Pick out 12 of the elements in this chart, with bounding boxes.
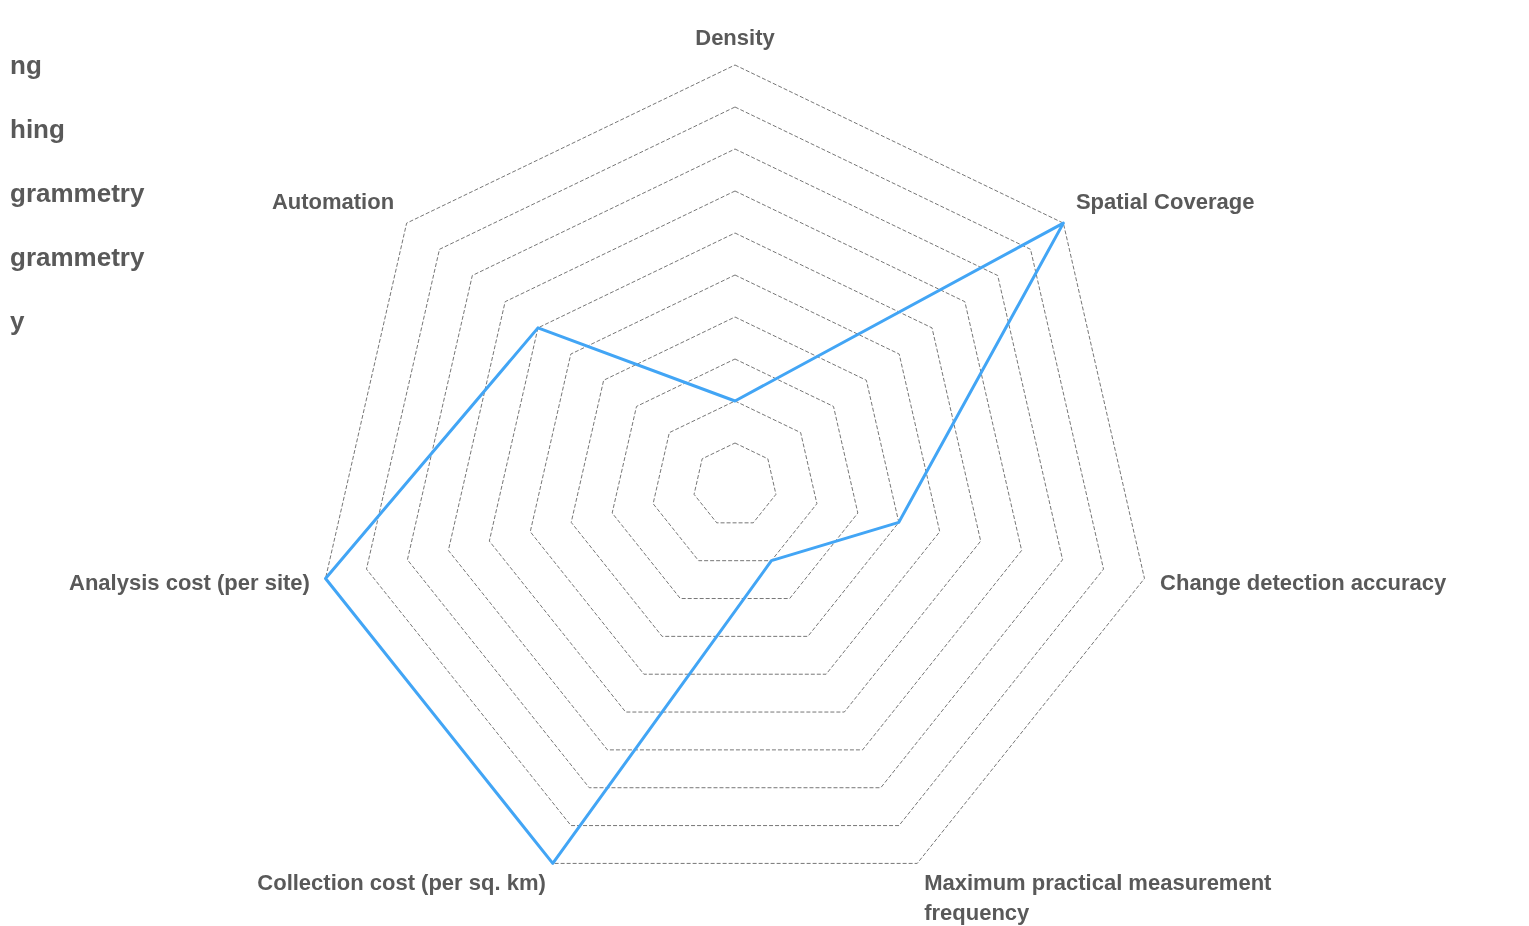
text: grammetry <box>10 242 145 272</box>
text: ng <box>10 50 42 80</box>
spoke-label: Automation <box>271 189 395 215</box>
spoke-label: Maximum practical measurement frequency <box>924 869 1273 925</box>
text: hing <box>10 114 65 144</box>
spoke-label: Spatial Coverage <box>1075 189 1255 215</box>
text: y <box>10 306 25 336</box>
spoke-label: Collection cost (per sq. km) <box>257 869 546 895</box>
spoke-label: Density <box>695 25 776 50</box>
text: grammetry <box>10 178 145 208</box>
spoke-label: Change detection accuracy <box>1160 570 1447 596</box>
spoke-label: Analysis cost (per site) <box>69 570 310 596</box>
